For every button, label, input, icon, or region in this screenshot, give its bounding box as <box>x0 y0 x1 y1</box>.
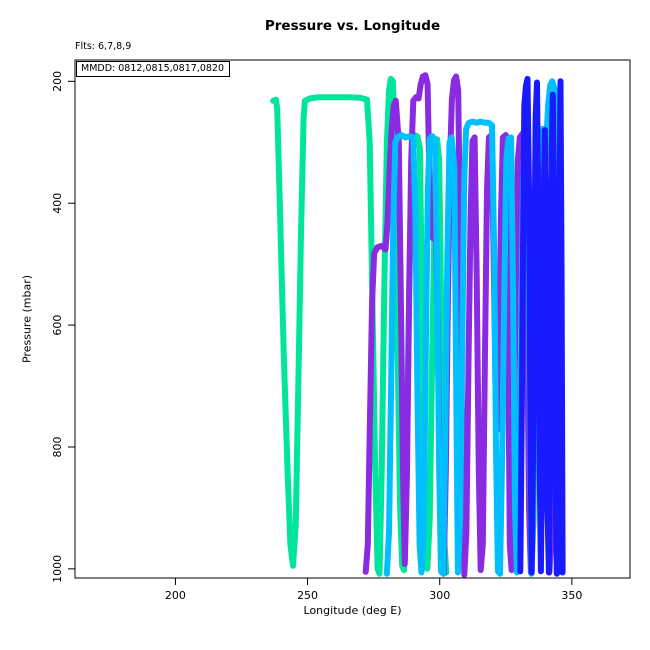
x-tick-label: 300 <box>429 589 450 602</box>
y-tick-label: 600 <box>51 315 64 336</box>
legend-box: MMDD: 0812,0815,0817,0820 <box>76 61 231 77</box>
x-tick-label: 250 <box>297 589 318 602</box>
y-tick-label: 1000 <box>51 555 64 583</box>
flights-annotation: Flts: 6,7,8,9 <box>75 41 132 52</box>
y-tick-label: 400 <box>51 193 64 214</box>
x-tick-label: 200 <box>165 589 186 602</box>
plot-box <box>74 59 631 579</box>
y-tick-label: 200 <box>51 71 64 92</box>
y-tick-label: 800 <box>51 436 64 457</box>
series-line-flight-9-mmdd-0820 <box>517 75 566 577</box>
x-tick-label: 350 <box>561 589 582 602</box>
chart-title: Pressure vs. Longitude <box>264 18 441 34</box>
x-axis-label: Longitude (deg E) <box>303 604 402 617</box>
